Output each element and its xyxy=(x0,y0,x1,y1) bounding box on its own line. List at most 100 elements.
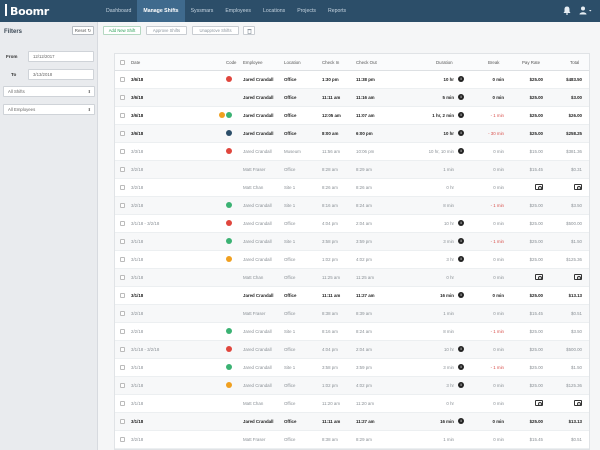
col-location[interactable]: Location xyxy=(284,60,301,65)
table-row[interactable]: 3/2/18 Matt Fraser Office 8:38 am 8:39 am 1 m… xyxy=(115,305,589,323)
row-checkbox[interactable] xyxy=(120,203,125,208)
table-row[interactable]: 3/1/18 Jared Crandall Site 1 3:58 pm 3:59 pm… xyxy=(115,359,589,377)
nav-link-reports[interactable]: Reports xyxy=(327,8,347,14)
table-row[interactable]: 3/1/18 Matt Chan Office 11:20 am 11:20 am 0 h… xyxy=(115,395,589,413)
row-checkbox[interactable] xyxy=(120,401,125,406)
cell-employee: Jared Crandall xyxy=(243,257,272,262)
cell-location: Office xyxy=(284,347,296,352)
cell-check-in: 11:11 am xyxy=(322,419,341,424)
info-icon: i xyxy=(458,364,464,370)
row-checkbox[interactable] xyxy=(120,311,125,316)
delete-button[interactable] xyxy=(243,26,255,35)
cell-location: Office xyxy=(284,257,296,262)
row-checkbox[interactable] xyxy=(120,221,125,226)
reset-button[interactable]: Reset ↻ xyxy=(72,26,94,35)
col-date[interactable]: Date xyxy=(131,60,141,65)
cell-check-out: 11:27 am xyxy=(356,293,375,298)
nav-link-dashboard[interactable]: Dashboard xyxy=(106,8,132,14)
add-shift-button[interactable]: Add New Shift xyxy=(103,26,141,35)
table-row[interactable]: 3/1/18 Jared Crandall Office 11:11 am 11:27 … xyxy=(115,413,589,431)
col-pay-rate[interactable]: Pay Rate xyxy=(522,60,541,65)
nav-link-employees[interactable]: Employees xyxy=(225,8,252,14)
table-row[interactable]: 3/3/18 Jared Crandall Museum 11:56 am 10:06 … xyxy=(115,143,589,161)
code-green-icon xyxy=(226,328,232,334)
cell-check-out: 11:20 am xyxy=(356,401,374,406)
row-checkbox[interactable] xyxy=(120,149,125,154)
nav-link-locations[interactable]: Locations xyxy=(263,8,286,14)
table-row[interactable]: 3/6/18 Jared Crandall Office 8:00 am 6:00 pm… xyxy=(115,125,589,143)
row-checkbox[interactable] xyxy=(120,293,125,298)
col-check-out[interactable]: Check Out xyxy=(356,60,377,65)
row-checkbox[interactable] xyxy=(120,239,125,244)
app-logo[interactable]: Boomr xyxy=(5,4,49,18)
cell-employee: Jared Crandall xyxy=(243,77,274,82)
cell-duration: 0 hr xyxy=(446,185,454,190)
col-check-in[interactable]: Check In xyxy=(322,60,340,65)
table-row[interactable]: 3/6/18 Jared Crandall Office 12:05 am 11:07 … xyxy=(115,107,589,125)
cell-location: Office xyxy=(284,113,297,118)
cell-employee: Matt Chan xyxy=(243,401,264,406)
row-checkbox[interactable] xyxy=(120,365,125,370)
table-row[interactable]: 3/2/18 Matt Fraser Office 8:28 am 8:29 am 1 m… xyxy=(115,161,589,179)
nav-link-projects[interactable]: Projects xyxy=(297,8,316,14)
cell-employee: Jared Crandall xyxy=(243,221,272,226)
employees-select[interactable]: All Employees ⬍ xyxy=(3,104,95,115)
nav-link-manage-shifts[interactable]: Manage Shifts xyxy=(137,0,185,22)
row-checkbox[interactable] xyxy=(120,95,125,100)
row-checkbox[interactable] xyxy=(120,185,125,190)
cell-location: Site 1 xyxy=(284,239,296,244)
row-checkbox[interactable] xyxy=(120,167,125,172)
user-menu-icon[interactable] xyxy=(579,6,593,15)
cell-total: $0.31 xyxy=(571,167,582,172)
table-row[interactable]: 3/1/18 Matt Chan Office 11:25 am 11:25 am 0 h… xyxy=(115,269,589,287)
table-row[interactable]: 3/1/18 Jared Crandall Office 1:02 pm 4:02 pm… xyxy=(115,251,589,269)
to-date-input[interactable]: 3/13/2018 xyxy=(28,69,94,80)
approve-shifts-button[interactable]: Approve Shifts xyxy=(146,26,187,35)
table-row[interactable]: 3/6/18 Jared Crandall Office 1:30 pm 11:38 p… xyxy=(115,71,589,89)
from-date-input[interactable]: 12/12/2017 xyxy=(28,51,94,62)
col-break[interactable]: Break xyxy=(488,60,500,65)
table-row[interactable]: 2/2/18 Jared Crandall Site 1 8:16 am 8:24 am… xyxy=(115,323,589,341)
table-row[interactable]: 3/1/18 Jared Crandall Office 1:02 pm 4:02 pm… xyxy=(115,377,589,395)
cell-total: $125.36 xyxy=(566,383,582,388)
table-row[interactable]: 3/1/18 - 3/2/18 Jared Crandall Office 4:04 … xyxy=(115,341,589,359)
cell-check-in: 11:20 am xyxy=(322,401,340,406)
row-checkbox[interactable] xyxy=(120,329,125,334)
shifts-select[interactable]: All Shifts ⬍ xyxy=(3,86,95,97)
cell-date: 2/2/18 xyxy=(131,329,144,334)
cell-check-in: 8:38 am xyxy=(322,437,338,442)
unapprove-shifts-button[interactable]: Unapprove Shifts xyxy=(192,26,239,35)
cell-duration: 1 min xyxy=(443,311,454,316)
table-row[interactable]: 3/2/18 Matt Chan Site 1 8:26 am 8:26 am 0 hr 0… xyxy=(115,179,589,197)
bell-icon[interactable] xyxy=(563,6,571,15)
cell-date: 3/6/18 xyxy=(131,113,144,118)
table-row[interactable]: 3/2/18 Matt Fraser Office 8:38 am 8:29 am 1 m… xyxy=(115,431,589,449)
table-row[interactable]: 3/1/18 Jared Crandall Site 1 3:58 pm 3:59 pm… xyxy=(115,233,589,251)
row-checkbox[interactable] xyxy=(120,257,125,262)
cell-check-in: 4:04 pm xyxy=(322,347,338,352)
table-row[interactable]: 3/6/18 Jared Crandall Office 11:11 am 11:16 … xyxy=(115,89,589,107)
info-icon: i xyxy=(458,418,464,424)
nav-link-syssmars[interactable]: Syssmars xyxy=(190,8,214,14)
col-duration[interactable]: Duration xyxy=(436,60,453,65)
row-checkbox[interactable] xyxy=(120,131,125,136)
col-total[interactable]: Total xyxy=(570,60,580,65)
row-checkbox[interactable] xyxy=(120,383,125,388)
row-checkbox[interactable] xyxy=(120,419,125,424)
table-row[interactable]: 3/2/18 Jared Crandall Site 1 8:16 am 8:24 am… xyxy=(115,197,589,215)
cell-duration: 0 hr xyxy=(446,401,454,406)
select-all-checkbox[interactable] xyxy=(120,60,125,65)
cell-location: Office xyxy=(284,77,297,82)
cell-break: - 1 min xyxy=(490,113,504,118)
col-employee[interactable]: Employee xyxy=(243,60,263,65)
row-checkbox[interactable] xyxy=(120,77,125,82)
table-row[interactable]: 3/1/18 - 3/2/18 Jared Crandall Office 4:04 … xyxy=(115,215,589,233)
row-checkbox[interactable] xyxy=(120,347,125,352)
row-checkbox[interactable] xyxy=(120,275,125,280)
cell-employee: Jared Crandall xyxy=(243,293,274,298)
cell-break: 0 min xyxy=(493,401,504,406)
col-code[interactable]: Code xyxy=(226,60,237,65)
row-checkbox[interactable] xyxy=(120,113,125,118)
row-checkbox[interactable] xyxy=(120,437,125,442)
table-row[interactable]: 3/1/18 Jared Crandall Office 11:11 am 11:27 … xyxy=(115,287,589,305)
